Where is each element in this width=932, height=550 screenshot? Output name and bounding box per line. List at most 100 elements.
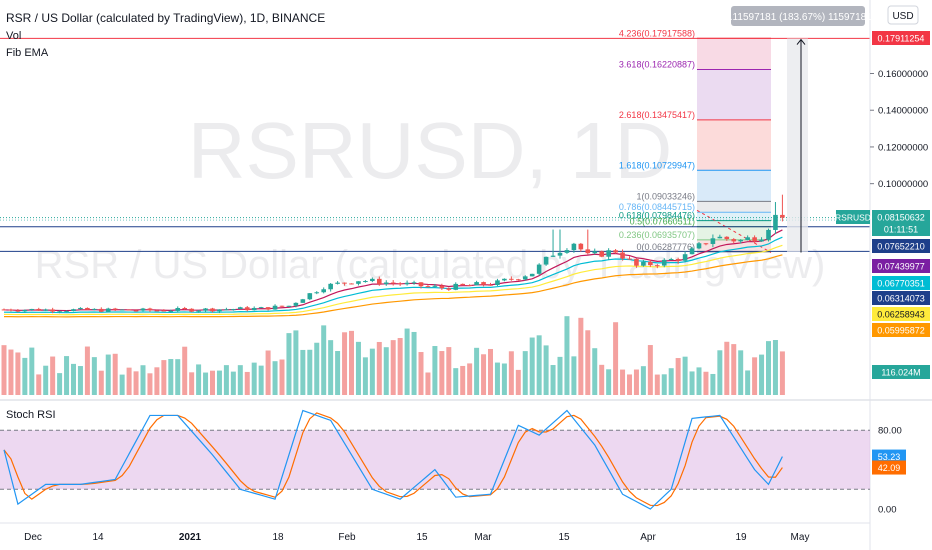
volume-bar <box>501 363 507 395</box>
time-axis-label: 2021 <box>179 532 202 543</box>
candle-body <box>509 278 514 280</box>
price-candles <box>1 194 785 314</box>
candle-body <box>425 286 431 288</box>
volume-bar <box>550 365 556 395</box>
volume-bar <box>272 361 278 395</box>
volume-bar <box>766 341 771 395</box>
fib-level-label: 1(0.09033246) <box>636 191 695 201</box>
candle-body <box>731 239 737 242</box>
candle-body <box>516 279 521 281</box>
time-axis-label: Mar <box>474 532 492 543</box>
volume-bar <box>752 357 758 395</box>
candle-body <box>627 258 632 260</box>
candle-body <box>105 308 111 312</box>
fib-ema-indicator-label[interactable]: Fib EMA <box>6 47 49 59</box>
volume-bar <box>105 354 111 395</box>
candle-body <box>564 250 570 253</box>
fib-level-label: 3.618(0.16220887) <box>619 59 695 69</box>
time-axis[interactable]: Dec 14 2021 18 Feb 15 Mar 15 Apr 19 May <box>24 532 809 543</box>
price-axis[interactable]: 0.16000000 0.14000000 0.12000000 0.10000000… <box>835 31 930 516</box>
fib-band <box>697 69 771 120</box>
volume-bar <box>620 369 626 395</box>
volume-bar <box>8 349 14 395</box>
volume-bar <box>536 335 542 395</box>
candle-body <box>377 278 382 285</box>
candle-body <box>293 302 299 306</box>
price-badge-label: 01:11:51 <box>884 225 918 235</box>
fib-band <box>697 170 771 202</box>
measure-tooltip-text: 0.11597181 (183.67%) 11597181 <box>724 12 872 23</box>
stoch-tick-label: 0.00 <box>878 505 897 516</box>
volume-bar <box>349 330 354 395</box>
candle-body <box>432 285 438 287</box>
candle-body <box>703 243 709 245</box>
time-axis-label: Feb <box>338 532 356 543</box>
stoch-rsi-title[interactable]: Stoch RSI <box>6 409 56 421</box>
stoch-badge-label: 42.09 <box>878 463 901 473</box>
vol-indicator-label[interactable]: Vol <box>6 30 21 42</box>
volume-bar <box>168 359 174 395</box>
volume-bar <box>738 350 744 395</box>
volume-bar <box>397 338 403 395</box>
price-badge <box>872 307 930 321</box>
volume-bar <box>418 352 424 395</box>
candle-body <box>43 309 48 311</box>
candle-body <box>668 259 674 261</box>
volume-bar <box>293 330 299 395</box>
candle-body <box>682 254 688 261</box>
candle-body <box>578 243 584 250</box>
currency-button[interactable] <box>887 5 919 25</box>
stoch-tick-label: 80.00 <box>878 426 902 437</box>
candle-body <box>738 239 743 242</box>
candle-body <box>571 243 577 251</box>
volume-bar <box>230 371 236 395</box>
candle-body <box>411 282 417 284</box>
candle-body <box>126 309 132 311</box>
volume-bar <box>724 341 730 395</box>
volume-bar <box>529 337 535 395</box>
candle-body <box>439 285 445 289</box>
candle-body <box>383 282 389 285</box>
volume-bar <box>43 365 49 395</box>
ema-line <box>3 236 783 314</box>
candle-body <box>634 258 639 266</box>
volume-bar <box>731 344 737 395</box>
volume-bar <box>22 357 28 395</box>
volume-bar <box>161 360 167 395</box>
price-badge-label: 0.06258943 <box>877 310 925 320</box>
volume-bar <box>682 356 688 395</box>
candle-body <box>404 282 410 285</box>
candle-body <box>57 311 62 313</box>
volume-bar <box>425 372 431 395</box>
measure-tool[interactable] <box>787 38 808 253</box>
volume-bar <box>279 359 285 395</box>
candle-body <box>474 282 479 286</box>
last-price-label: 0.08150632 <box>877 213 925 223</box>
volume-bar <box>189 372 195 395</box>
price-badge-label: 0.06770351 <box>877 279 925 289</box>
symbol-badge-label: RSRUSD <box>835 213 871 223</box>
candle-body <box>655 265 660 267</box>
price-tick-label: 0.14000000 <box>878 106 928 117</box>
volume-bar <box>210 370 215 395</box>
candle-body <box>370 278 375 282</box>
time-axis-label: Dec <box>24 532 42 543</box>
time-axis-label: 18 <box>272 532 284 543</box>
volume-bar <box>244 371 250 395</box>
candle-body <box>502 278 507 281</box>
time-axis-label: 14 <box>92 532 104 543</box>
time-axis-label: 15 <box>416 532 428 543</box>
candle-body <box>620 252 625 259</box>
candle-body <box>196 310 201 312</box>
candle-body <box>314 292 320 294</box>
candle-body <box>661 259 667 266</box>
measure-range-box <box>787 38 808 252</box>
stoch-rsi-pane[interactable] <box>0 409 870 510</box>
candle-body <box>529 273 535 277</box>
fib-extension-zone[interactable]: 4.236(0.17917588) 3.618(0.16220887) 2.618(… <box>619 28 772 253</box>
volume-bar <box>404 328 410 395</box>
volume-bar <box>564 316 570 395</box>
candle-body <box>251 307 257 311</box>
price-tick-label: 0.12000000 <box>878 142 928 153</box>
